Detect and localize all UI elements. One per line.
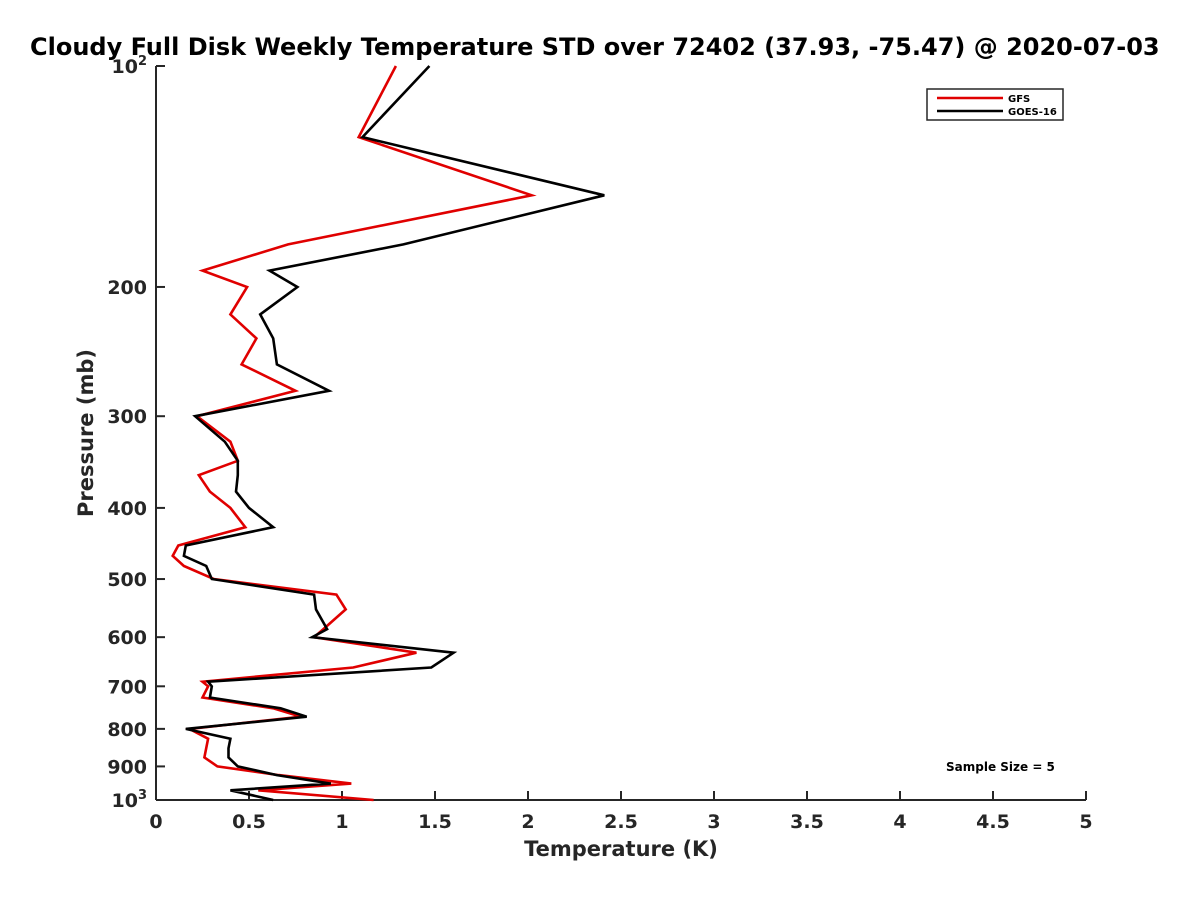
series-line-goes-16 [182, 65, 605, 802]
y-axis-label: Pressure (mb) [74, 349, 98, 517]
y-tick-label: 200 [107, 277, 147, 299]
x-tick-label: 2.5 [604, 811, 638, 833]
y-tick-label: 300 [107, 406, 147, 428]
y-tick-label: 102 [112, 54, 148, 78]
chart-title: Cloudy Full Disk Weekly Temperature STD … [30, 33, 1160, 61]
x-tick-label: 3 [707, 811, 720, 833]
y-tick-label: 500 [107, 569, 147, 591]
series-line-gfs [171, 65, 537, 802]
sample-size-annotation: Sample Size = 5 [946, 760, 1055, 774]
y-tick-label: 600 [107, 627, 147, 649]
x-tick-label: 5 [1079, 811, 1092, 833]
x-axis-ticks: 0 0.5 1 1.5 2 2.5 3 3.5 4 4.5 5 [149, 791, 1093, 833]
legend-label: GFS [1008, 94, 1030, 105]
x-tick-label: 4.5 [976, 811, 1010, 833]
legend-label: GOES-16 [1008, 107, 1057, 118]
x-tick-label: 0 [149, 811, 162, 833]
y-tick-label: 800 [107, 719, 147, 741]
legend: GFS GOES-16 [926, 88, 1064, 121]
y-tick-label: 103 [112, 788, 148, 812]
y-tick-label: 400 [107, 498, 147, 520]
x-tick-label: 4 [893, 811, 906, 833]
x-tick-label: 1 [335, 811, 348, 833]
x-tick-label: 3.5 [790, 811, 824, 833]
y-axis-ticks: 102 200 300 400 500 600 700 800 900 103 [107, 54, 165, 812]
x-tick-label: 1.5 [418, 811, 452, 833]
plot-area [155, 66, 1086, 801]
y-tick-label: 900 [107, 756, 147, 778]
y-tick-label: 700 [107, 676, 147, 698]
legend-box [926, 88, 1064, 121]
x-tick-label: 0.5 [232, 811, 266, 833]
x-axis-label: Temperature (K) [524, 837, 718, 861]
series-layer [171, 65, 605, 802]
x-tick-label: 2 [521, 811, 534, 833]
